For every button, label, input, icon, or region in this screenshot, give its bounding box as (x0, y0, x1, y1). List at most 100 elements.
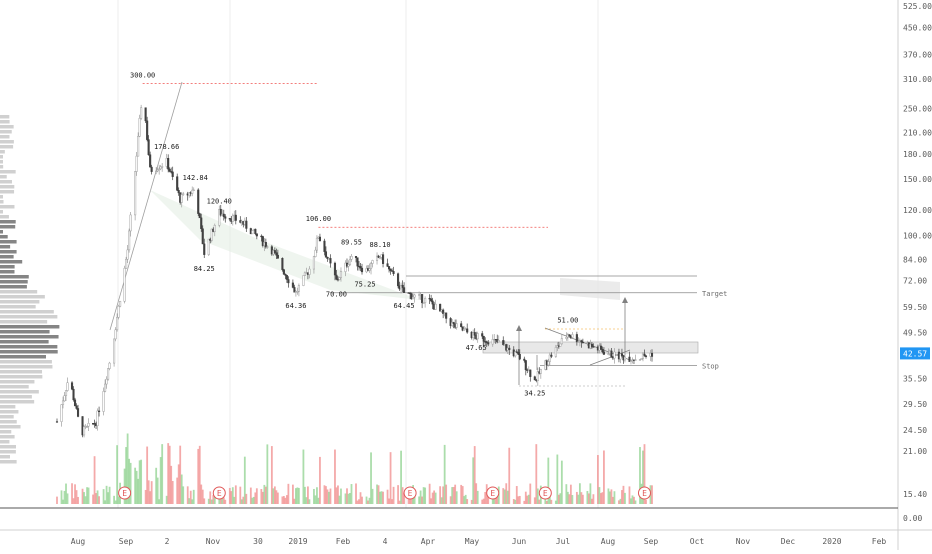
time-axis[interactable]: Aug Sep 2 Nov 30 2019 Feb 4 Apr May Jun Jul Aug Sep Oc… (71, 537, 887, 546)
candle-body (347, 264, 350, 267)
candle-body (251, 230, 254, 235)
price-annotation: 300.00 (130, 71, 155, 79)
volume-bar (359, 492, 362, 504)
volume-bar (506, 490, 509, 504)
candle-body (125, 258, 128, 269)
volume-bar (421, 496, 424, 504)
volume-bar (356, 500, 359, 504)
volume-bar (261, 491, 264, 504)
candle-body (149, 154, 152, 168)
volume-profile-row (0, 290, 38, 294)
volume-profile-row (0, 295, 45, 299)
volume-profile-row (0, 370, 43, 374)
candle-body (360, 267, 364, 273)
candle-body (108, 362, 111, 369)
volume-bar (514, 499, 517, 504)
volume-profile-row (0, 420, 17, 424)
candle-body (155, 170, 158, 173)
volume-bar (515, 486, 518, 504)
volume-bar (104, 500, 106, 504)
volume-bar (176, 477, 179, 504)
price-annotation: 178.66 (154, 143, 179, 151)
volume-bar (147, 480, 150, 504)
volume-bar (452, 487, 455, 504)
earnings-circle (486, 486, 500, 500)
volume-bar (212, 495, 215, 504)
volume-profile-row (0, 410, 19, 414)
candle-body (168, 168, 171, 172)
volume-bar (571, 495, 574, 504)
time-tick-label: May (465, 537, 480, 546)
candle-body (577, 341, 580, 343)
candle-body (303, 272, 306, 276)
candle-body (126, 249, 129, 260)
earnings-marker[interactable]: E (486, 486, 500, 500)
volume-bar (188, 498, 191, 504)
candle-body (63, 395, 66, 402)
volume-bar (398, 500, 401, 504)
volume-bar (643, 444, 646, 504)
volume-bar (630, 498, 632, 504)
volume-bar (577, 494, 580, 504)
volume-profile-row (0, 360, 52, 364)
candle-body (203, 243, 206, 255)
earnings-marker[interactable]: E (118, 486, 132, 500)
volume-bar (376, 484, 378, 504)
volume-bar (150, 481, 153, 504)
candle-body (378, 257, 382, 259)
volume-bar (538, 499, 541, 504)
earnings-marker[interactable]: E (403, 486, 417, 500)
volume-bar (536, 488, 539, 504)
volume-bar (84, 496, 87, 504)
target-arrow-head (622, 297, 628, 303)
wedge-lower-line[interactable] (589, 349, 631, 366)
volume-bar (233, 496, 236, 504)
candle-body (231, 215, 234, 222)
price-tick-label: 370.00 (903, 50, 932, 59)
volume-profile-row (0, 460, 17, 464)
volume-bar (645, 499, 647, 504)
volume-profile-row (0, 125, 14, 129)
candle-body (392, 271, 395, 274)
price-axis[interactable]: 525.00 450.00 370.00 310.00 250.00 210.00 180.… (900, 2, 932, 523)
volume-bar (316, 487, 318, 504)
trend-line-up[interactable] (109, 81, 183, 331)
candle-body (177, 190, 180, 194)
volume-bar (93, 456, 96, 504)
volume-profile-row (0, 145, 14, 149)
volume-bar (249, 487, 252, 504)
volume-bar (358, 499, 360, 504)
candle-body (287, 279, 290, 284)
volume-bar (56, 496, 58, 504)
volume-bar (634, 500, 637, 504)
volume-profile-row (0, 120, 10, 124)
candle-body (517, 352, 520, 355)
volume-bar (464, 494, 467, 504)
candle-body (107, 368, 110, 380)
volume-profile-row (0, 165, 4, 169)
earnings-marker[interactable]: E (212, 486, 226, 500)
earnings-marker[interactable]: E (538, 486, 552, 500)
volume-bar (329, 488, 332, 504)
candle-body (371, 260, 374, 264)
candle-body (529, 369, 532, 377)
volume-bar (470, 499, 473, 504)
volume-profile-row (0, 200, 4, 204)
candle-body (461, 326, 464, 331)
candle-body (568, 334, 571, 337)
earnings-marker[interactable]: E (637, 486, 651, 500)
volume-bar (621, 490, 623, 504)
candlesticks[interactable] (55, 104, 654, 438)
volume-bar (440, 497, 443, 504)
candle-body (476, 333, 479, 340)
candle-body (182, 193, 185, 195)
volume-bar (355, 483, 357, 504)
candle-body (167, 158, 170, 170)
volume-bar (523, 500, 526, 504)
volume-bar (609, 491, 611, 504)
candle-body (445, 312, 448, 319)
candle-body (158, 168, 161, 171)
